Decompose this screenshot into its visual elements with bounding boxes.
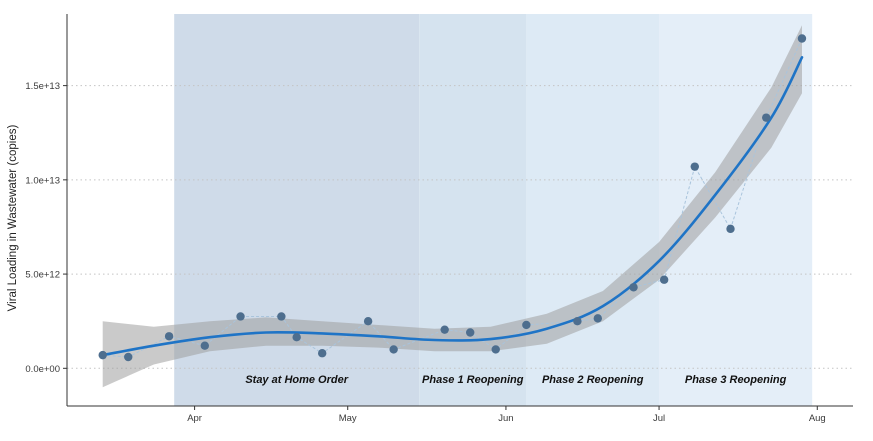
phase-labels: Stay at Home Order Phase 1 Reopening Phase… [245,374,786,386]
data-point-20 [726,224,735,234]
phase-label-4: Phase 3 Reopening [685,374,787,386]
phase-label-2: Phase 1 Reopening [422,374,524,386]
data-point-3 [164,332,174,341]
data-point-13 [491,345,500,354]
y-tick-label-2: 1.0e+13 [25,175,60,186]
phase-shade-3 [526,14,660,406]
data-point-12 [466,328,475,337]
x-tick-label-2: Jun [498,413,513,424]
phase-label-1: Stay at Home Order [245,374,348,386]
observation-line-layer [102,38,803,358]
y-axis-title: Viral Loading in Wastewater (copies) [7,125,19,312]
x-tick-label-3: Jul [653,413,665,424]
gridlines [67,85,853,369]
data-point-6 [277,312,286,321]
data-point-14 [522,320,531,330]
observation-connector [102,38,803,358]
data-point-2 [124,352,133,362]
data-point-19 [690,162,699,171]
data-point-9 [363,316,373,326]
data-point-11 [440,325,449,334]
axes: 0.0e+00 5.0e+12 1.0e+13 1.5e+13 Apr May Jun Jul… [25,14,853,424]
data-point-17 [629,283,638,292]
data-point-4 [200,341,210,350]
data-point-16 [593,314,603,323]
y-tick-label-3: 1.5e+13 [25,81,60,92]
x-tick-label-0: Apr [187,413,202,424]
data-point-10 [389,345,398,354]
trend-line [101,56,804,357]
data-point-1 [98,350,107,360]
data-point-7 [292,333,301,342]
x-tick-label-1: May [339,413,357,424]
data-point-21 [762,113,771,122]
data-point-18 [659,275,669,284]
data-points-layer [98,34,807,362]
phase-label-3: Phase 2 Reopening [542,374,644,386]
confidence-band-layer [102,25,802,388]
data-point-15 [573,316,582,326]
data-point-5 [236,312,245,321]
trend-line-layer [101,56,804,357]
data-point-8 [317,349,327,358]
confidence-band [102,25,802,388]
y-tick-label-0: 0.0e+00 [25,364,60,375]
x-tick-label-4: Aug [809,413,826,424]
data-point-22 [797,34,807,43]
y-tick-label-1: 5.0e+12 [25,270,60,281]
